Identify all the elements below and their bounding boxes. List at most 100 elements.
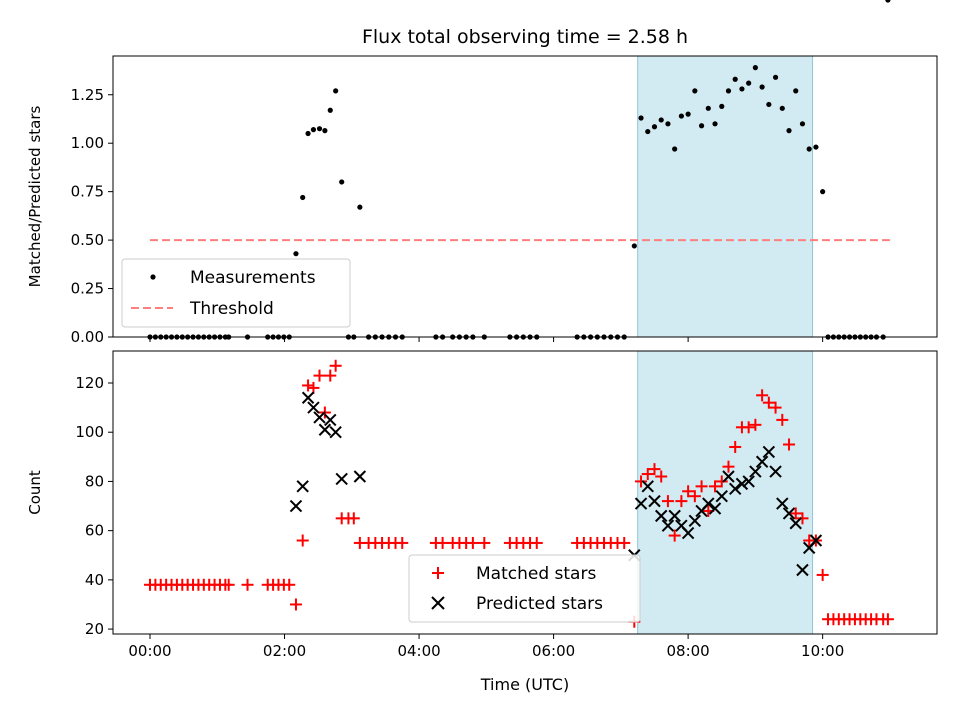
count-panel: 00:00 02:00 04:00 06:00 08:00 10:00 20 40 60 80 1… bbox=[26, 350, 938, 660]
measurement-point bbox=[786, 128, 792, 134]
x-tick-label: 00:00 bbox=[128, 642, 171, 660]
predicted-star-point bbox=[668, 509, 681, 523]
measurement-point bbox=[333, 88, 339, 94]
ratio-panel-y-label: Matched/Predicted stars bbox=[26, 106, 44, 288]
measurement-point bbox=[672, 146, 678, 152]
predicted-star-point bbox=[722, 470, 735, 483]
predicted-star-point bbox=[809, 534, 823, 547]
x-tick-label: 04:00 bbox=[397, 642, 440, 660]
predicted-star-point bbox=[648, 494, 661, 508]
matched-star-point bbox=[329, 359, 342, 372]
matched-star-point bbox=[695, 480, 708, 493]
y-tick-label: 0.00 bbox=[71, 328, 104, 346]
ratio-panel-y-axis: 0.00 0.25 0.50 0.75 1.00 1.25 bbox=[71, 86, 113, 346]
measurement-point bbox=[665, 121, 671, 127]
matched-star-point bbox=[668, 529, 681, 542]
ratio-panel: 0.00 0.25 0.50 0.75 1.00 1.25 Matched/Predict… bbox=[26, 0, 938, 346]
predicted-star-point bbox=[335, 472, 348, 486]
legend-marker-matched bbox=[432, 567, 444, 579]
predicted-star-point bbox=[782, 507, 796, 520]
measurement-point bbox=[739, 86, 745, 92]
x-tick-label: 10:00 bbox=[801, 642, 844, 660]
matched-star-point bbox=[307, 381, 320, 394]
predicted-star-point bbox=[307, 401, 320, 414]
matched-star-point bbox=[302, 379, 315, 392]
predicted-star-point bbox=[755, 455, 769, 468]
y-tick-label: 0.75 bbox=[71, 183, 104, 201]
matched-star-point bbox=[661, 495, 674, 508]
matched-star-point bbox=[776, 413, 789, 426]
legend-box bbox=[408, 554, 641, 623]
predicted-star-point bbox=[728, 482, 742, 496]
matched-star-point bbox=[756, 389, 769, 402]
matched-star-point bbox=[241, 578, 254, 591]
measurement-point bbox=[885, 0, 891, 3]
y-tick-label: 0.25 bbox=[71, 280, 104, 298]
measurement-point bbox=[820, 189, 826, 195]
measurement-point bbox=[310, 127, 317, 133]
predicted-star-point bbox=[329, 426, 342, 439]
measurement-point bbox=[305, 130, 311, 137]
matched-star-point bbox=[648, 463, 661, 476]
measurement-point bbox=[678, 113, 684, 119]
measurement-point bbox=[725, 88, 732, 94]
legend-marker-measurements bbox=[150, 274, 156, 280]
measurement-point bbox=[293, 251, 299, 257]
legend-label-matched: Matched stars bbox=[476, 564, 596, 584]
measurement-point bbox=[658, 117, 664, 123]
predicted-star-point bbox=[318, 423, 332, 436]
predicted-star-point bbox=[641, 480, 654, 493]
matched-star-point bbox=[436, 536, 449, 549]
measurement-point bbox=[638, 115, 644, 121]
observing-window-shade-top bbox=[637, 55, 814, 338]
matched-star-point bbox=[729, 440, 742, 453]
matched-star-point bbox=[635, 475, 648, 488]
measurement-point bbox=[759, 84, 765, 90]
y-tick-label: 20 bbox=[85, 620, 104, 638]
predicted-star-point bbox=[735, 477, 749, 491]
measurement-point bbox=[793, 88, 799, 94]
matched-star-point bbox=[769, 401, 782, 414]
legend-marker-predicted bbox=[431, 596, 445, 610]
measurement-point bbox=[712, 121, 718, 127]
count-panel-legend: Matched stars Predicted stars bbox=[408, 554, 641, 623]
measurement-point bbox=[698, 123, 705, 129]
predicted-star-point bbox=[742, 475, 755, 488]
y-tick-label: 0.50 bbox=[71, 231, 104, 249]
measurement-point bbox=[651, 124, 658, 130]
predicted-star-point bbox=[708, 502, 722, 515]
y-tick-label: 80 bbox=[85, 472, 104, 490]
matched-star-point bbox=[655, 470, 668, 483]
matched-star-point bbox=[283, 578, 296, 591]
measurement-point bbox=[779, 105, 785, 111]
chart-title: Flux total observing time = 2.58 h bbox=[362, 26, 688, 48]
predicted-star-point bbox=[634, 497, 648, 510]
matched-star-point bbox=[783, 438, 796, 451]
count-panel-y-axis: 20 40 60 80 100 120 bbox=[75, 374, 113, 638]
matched-star-point bbox=[722, 460, 735, 473]
x-tick-label: 06:00 bbox=[532, 642, 575, 660]
measurement-point bbox=[339, 179, 345, 185]
matched-star-point bbox=[324, 369, 337, 382]
count-panel-frame bbox=[112, 350, 938, 635]
matched-star-point bbox=[749, 418, 762, 431]
matched-star-point bbox=[816, 568, 829, 581]
x-tick-label: 02:00 bbox=[263, 642, 306, 660]
predicted-star-point bbox=[289, 499, 303, 513]
measurement-point bbox=[357, 204, 363, 210]
measurement-point bbox=[766, 101, 772, 108]
predicted-star-point bbox=[324, 413, 337, 427]
predicted-star-point bbox=[789, 517, 802, 530]
measurement-point bbox=[316, 126, 323, 132]
predicted-star-point bbox=[353, 470, 367, 483]
matched-star-point bbox=[296, 534, 309, 547]
ratio-panel-frame bbox=[112, 55, 938, 338]
measurement-point bbox=[732, 76, 738, 82]
matched-star-point bbox=[762, 396, 775, 409]
measurement-point bbox=[752, 65, 758, 71]
legend-box bbox=[121, 258, 351, 328]
matched-star-point bbox=[396, 536, 409, 549]
matched-star-point bbox=[881, 613, 894, 626]
measurement-point bbox=[746, 80, 752, 86]
predicted-star-point bbox=[749, 465, 762, 478]
